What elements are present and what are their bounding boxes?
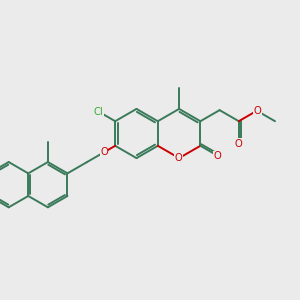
Text: O: O (175, 153, 183, 163)
Text: Cl: Cl (94, 106, 103, 117)
Text: O: O (100, 147, 108, 157)
Text: O: O (235, 139, 243, 148)
Text: O: O (213, 151, 221, 161)
Text: O: O (254, 106, 261, 116)
